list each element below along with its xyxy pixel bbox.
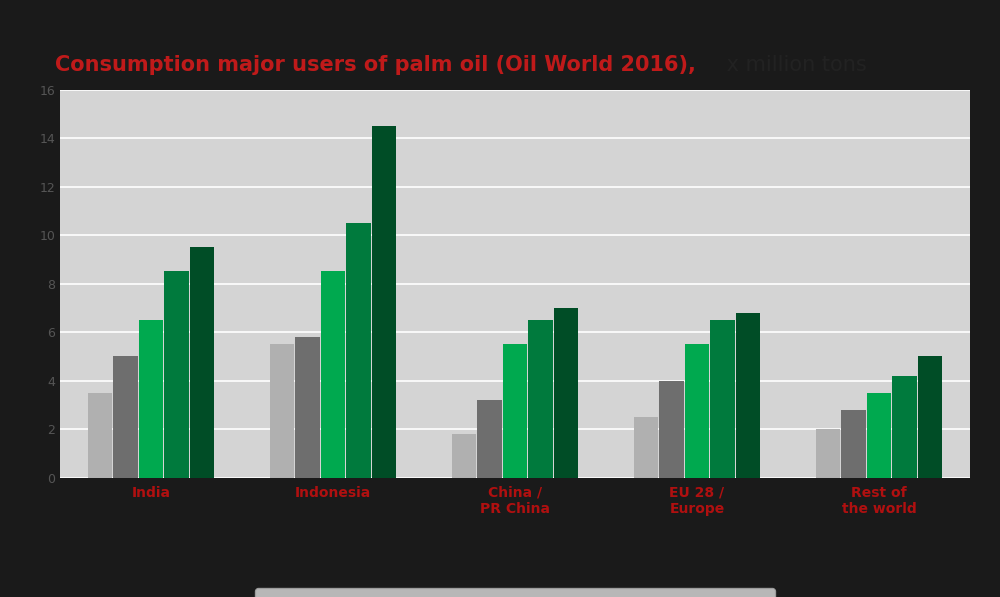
- Bar: [113, 356, 138, 478]
- Bar: [477, 400, 502, 478]
- Bar: [634, 417, 658, 478]
- Bar: [295, 337, 320, 478]
- Bar: [346, 223, 371, 478]
- Bar: [841, 410, 866, 478]
- Bar: [88, 393, 112, 478]
- Bar: [918, 356, 942, 478]
- Bar: [452, 434, 476, 478]
- Bar: [503, 344, 527, 478]
- Legend: 1995, 2000, 2005, 2010, 2015: 1995, 2000, 2005, 2010, 2015: [255, 587, 775, 597]
- Text: Consumption major users of palm oil (Oil World 2016),: Consumption major users of palm oil (Oil…: [55, 54, 696, 75]
- Bar: [190, 247, 214, 478]
- Bar: [554, 308, 578, 478]
- Bar: [816, 429, 840, 478]
- Bar: [710, 320, 735, 478]
- Bar: [270, 344, 294, 478]
- Bar: [736, 313, 760, 478]
- Text: x million tons: x million tons: [720, 54, 867, 75]
- Bar: [659, 381, 684, 478]
- Bar: [321, 272, 345, 478]
- Bar: [867, 393, 891, 478]
- Bar: [528, 320, 553, 478]
- Bar: [372, 126, 396, 478]
- Bar: [164, 272, 189, 478]
- Bar: [685, 344, 709, 478]
- Bar: [892, 376, 917, 478]
- Bar: [139, 320, 163, 478]
